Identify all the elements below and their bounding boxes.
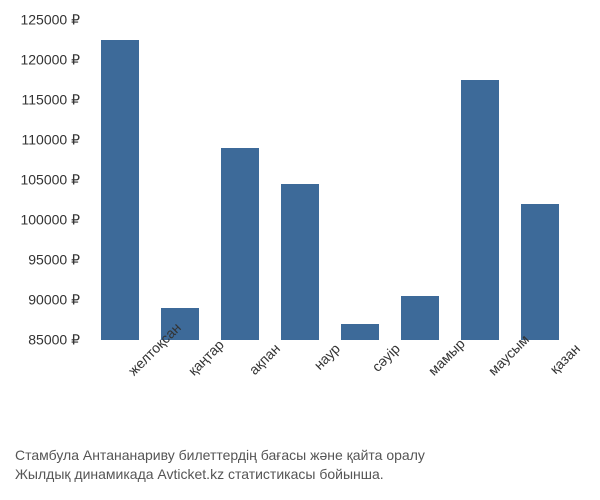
- y-tick-label: 105000 ₽: [20, 172, 80, 189]
- y-tick-label: 125000 ₽: [20, 12, 80, 29]
- bars-container: [90, 20, 570, 340]
- y-tick-label: 115000 ₽: [22, 92, 80, 109]
- bar: [221, 148, 259, 340]
- x-axis-labels: желтоқсанқаңтарақпаннаурсәуірмамырмаусым…: [90, 345, 570, 435]
- bar: [281, 184, 319, 340]
- y-tick-label: 110000 ₽: [22, 132, 80, 149]
- y-tick-label: 90000 ₽: [28, 292, 80, 309]
- bar: [401, 296, 439, 340]
- y-tick-label: 85000 ₽: [28, 332, 80, 349]
- bar: [461, 80, 499, 340]
- y-axis: 85000 ₽90000 ₽95000 ₽100000 ₽105000 ₽110…: [0, 20, 85, 340]
- y-tick-label: 95000 ₽: [28, 252, 80, 269]
- y-tick-label: 120000 ₽: [20, 52, 80, 69]
- chart-area: [90, 20, 570, 340]
- bar: [101, 40, 139, 340]
- chart-caption: Стамбула Антананариву билеттердің бағасы…: [15, 446, 585, 485]
- bar: [521, 204, 559, 340]
- bar: [341, 324, 379, 340]
- caption-line-1: Стамбула Антананариву билеттердің бағасы…: [15, 446, 585, 466]
- caption-line-2: Жылдық динамикада Avticket.kz статистика…: [15, 465, 585, 485]
- y-tick-label: 100000 ₽: [20, 212, 80, 229]
